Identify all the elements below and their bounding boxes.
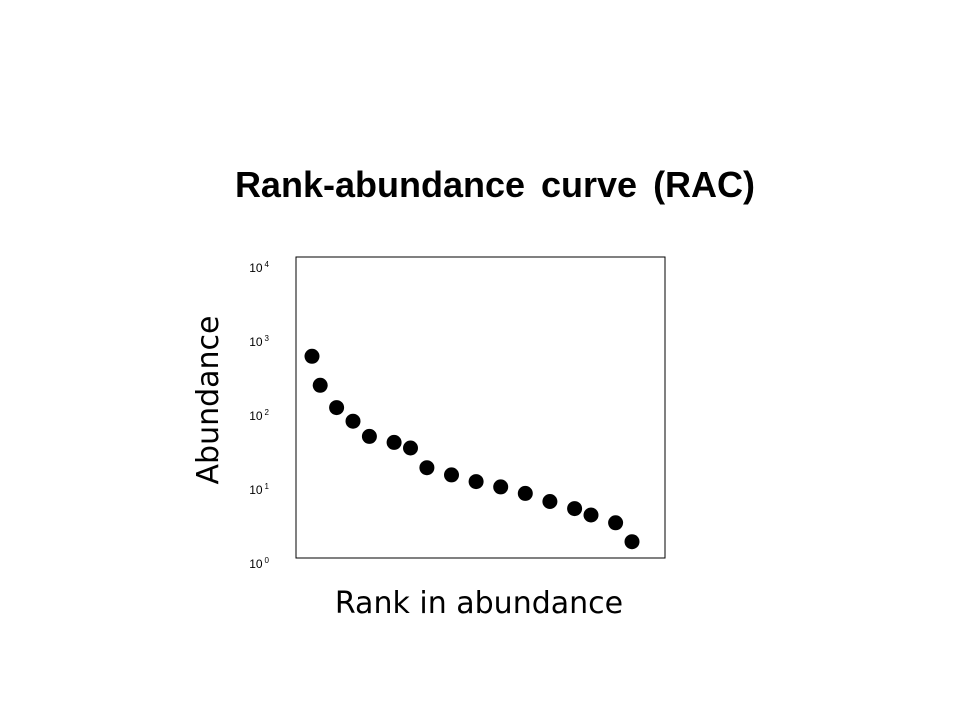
y-tick-label: 10 0	[249, 556, 269, 571]
y-axis-label: Abundance	[191, 316, 226, 485]
data-point	[517, 485, 533, 501]
data-point	[468, 474, 484, 490]
chart-title: Rank-abundance curve (RAC)	[234, 164, 756, 205]
y-tick-label: 10 4	[249, 260, 269, 275]
data-point	[312, 377, 328, 393]
data-point	[444, 467, 459, 483]
data-point	[493, 479, 509, 495]
data-point	[419, 460, 435, 476]
data-point	[583, 507, 599, 523]
y-tick-label: 10 2	[249, 408, 269, 423]
data-point	[361, 428, 377, 444]
data-point	[304, 348, 320, 364]
data-point	[608, 515, 624, 531]
data-point	[345, 413, 361, 429]
data-point	[403, 440, 418, 456]
data-point	[542, 494, 558, 509]
data-point	[386, 434, 402, 450]
x-axis-label: Rank in abundance	[335, 586, 623, 621]
data-point	[329, 400, 345, 416]
data-point	[567, 501, 583, 517]
plot-frame	[295, 256, 666, 559]
y-tick-label: 10 3	[249, 334, 269, 349]
data-points	[304, 348, 640, 550]
y-tick-label: 10 1	[249, 482, 269, 497]
data-point	[624, 534, 640, 550]
